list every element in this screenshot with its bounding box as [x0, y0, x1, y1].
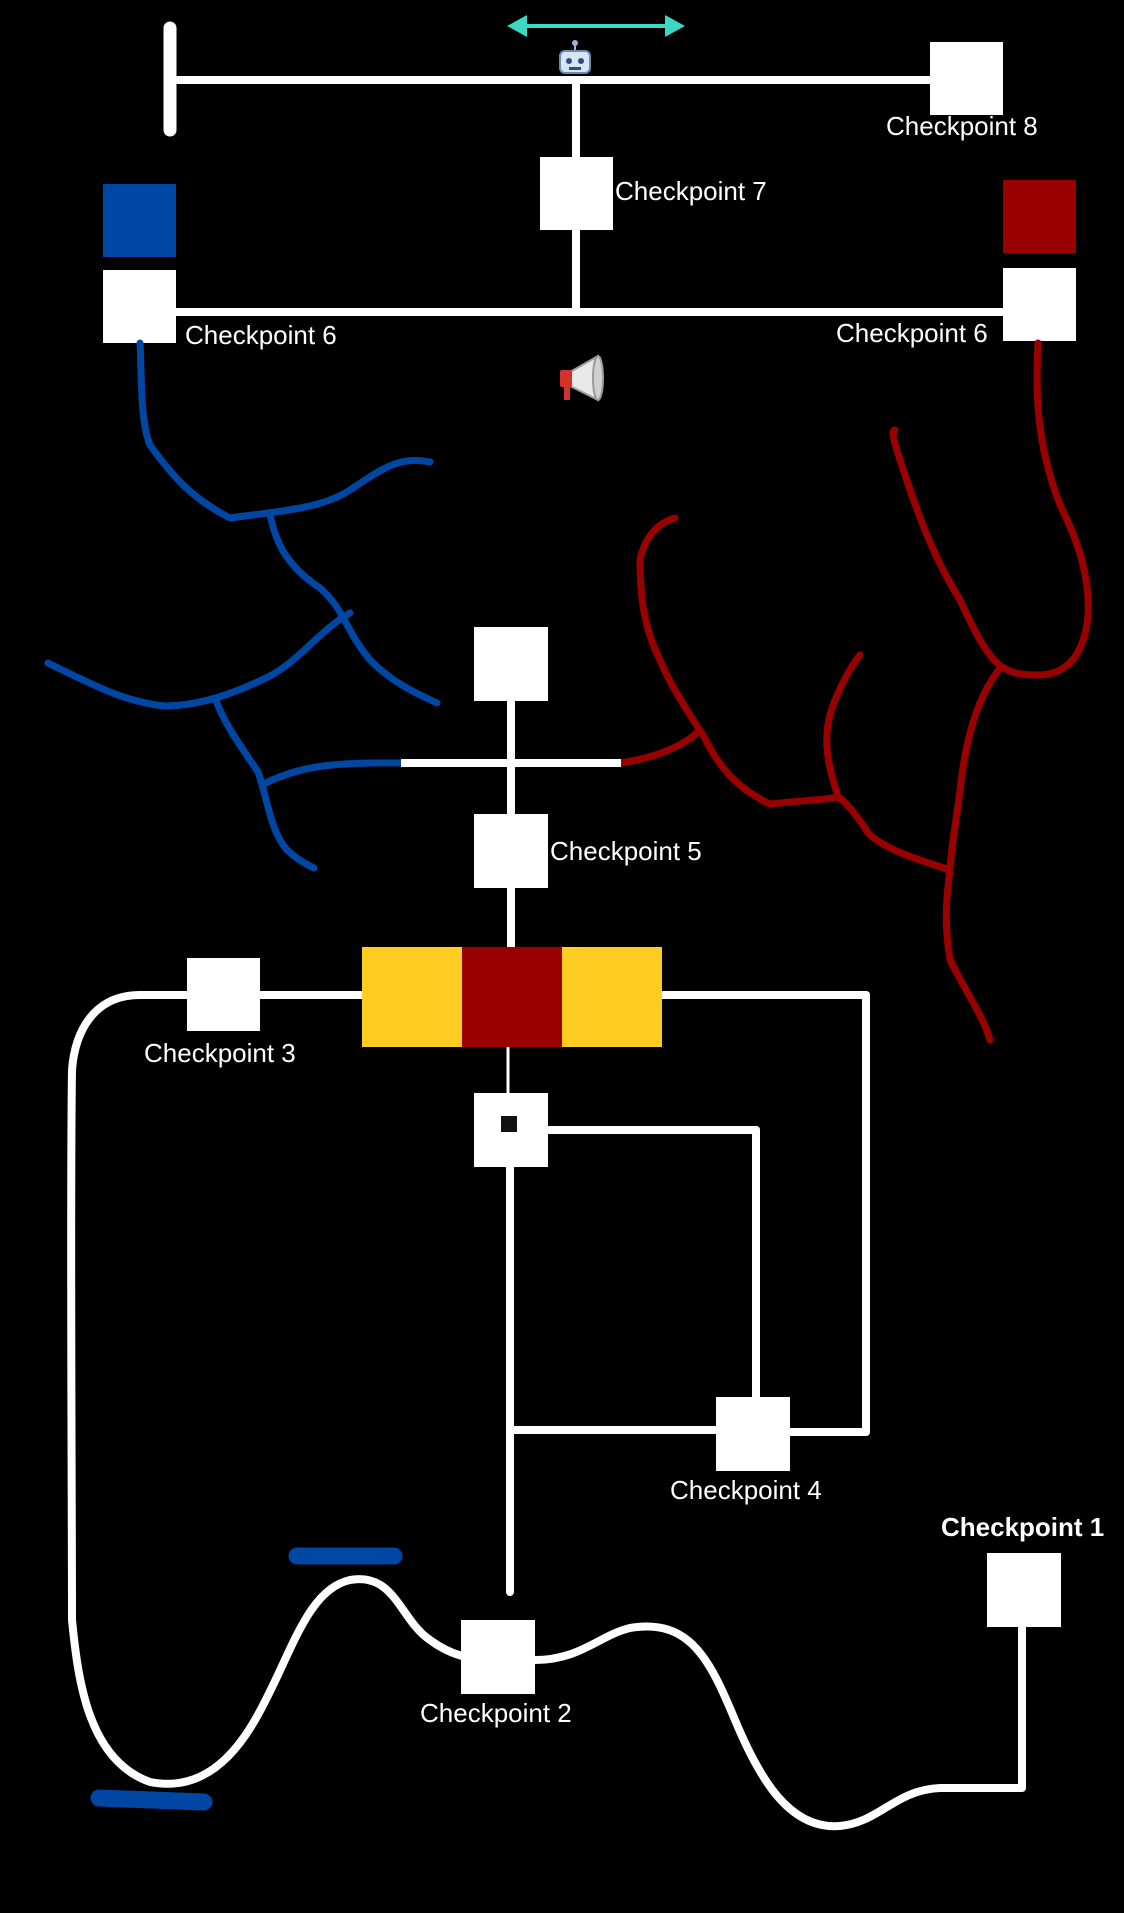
blue-bar-lower [90, 1789, 213, 1811]
blue-branch-4 [260, 759, 405, 788]
red-branch-3 [823, 651, 864, 801]
red-start-box[interactable] [1003, 180, 1076, 253]
checkpoint-6-right-label: Checkpoint 6 [836, 318, 988, 348]
checkpoint-7-label: Checkpoint 7 [615, 176, 767, 206]
double-arrow-icon [507, 15, 685, 37]
checkpoint-5-label: Checkpoint 5 [550, 836, 702, 866]
red-branch-5 [617, 726, 704, 767]
blue-start-box[interactable] [103, 184, 176, 257]
checkpoint-6-left-box[interactable] [103, 270, 176, 343]
blue-branch-1 [266, 510, 441, 707]
middle-cross [401, 665, 621, 950]
checkpoint-3-box[interactable] [187, 958, 260, 1031]
top-middle-box[interactable] [474, 627, 548, 701]
track-left-loop [67, 991, 501, 1788]
lower-track [67, 991, 1026, 1831]
red-branches [617, 339, 1092, 1044]
megaphone-icon [560, 354, 604, 402]
checkpoint-8-box[interactable] [930, 42, 1003, 115]
color-gate[interactable] [362, 947, 662, 1047]
red-branch-1 [942, 664, 1004, 1044]
red-main-path [889, 339, 1092, 679]
robot-icon[interactable] [559, 40, 591, 74]
red-branch-2 [766, 793, 954, 874]
checkpoint-8-label: Checkpoint 8 [886, 111, 1038, 141]
blue-branch-3 [211, 694, 318, 872]
gate-yellow-left[interactable] [362, 947, 462, 1047]
blue-main-path [136, 339, 434, 522]
checkpoint-1-label: Checkpoint 1 [941, 1512, 1104, 1542]
gate-yellow-right[interactable] [562, 947, 662, 1047]
checkpoint-6-right-box[interactable] [1003, 268, 1076, 341]
blue-branch-2 [44, 609, 354, 710]
checkpoint-4-label: Checkpoint 4 [670, 1475, 822, 1505]
checkpoint-2-box[interactable] [461, 1620, 535, 1694]
checkpoint-3-label: Checkpoint 3 [144, 1038, 296, 1068]
checkpoint-5-box[interactable] [474, 814, 548, 888]
blue-branches [44, 339, 441, 872]
track-bottom-wave [531, 1608, 1026, 1831]
checkpoint-6-left-label: Checkpoint 6 [185, 320, 337, 350]
red-branch-4 [636, 514, 774, 808]
robot-rail [136, 21, 1042, 316]
checkpoint-2-label: Checkpoint 2 [420, 1698, 572, 1728]
switch-indicator [501, 1116, 517, 1132]
checkpoint-7-box[interactable] [540, 157, 613, 230]
checkpoint-4-box[interactable] [716, 1397, 790, 1471]
checkpoint-1-box[interactable] [987, 1553, 1061, 1627]
gate-red-center[interactable] [462, 947, 562, 1047]
